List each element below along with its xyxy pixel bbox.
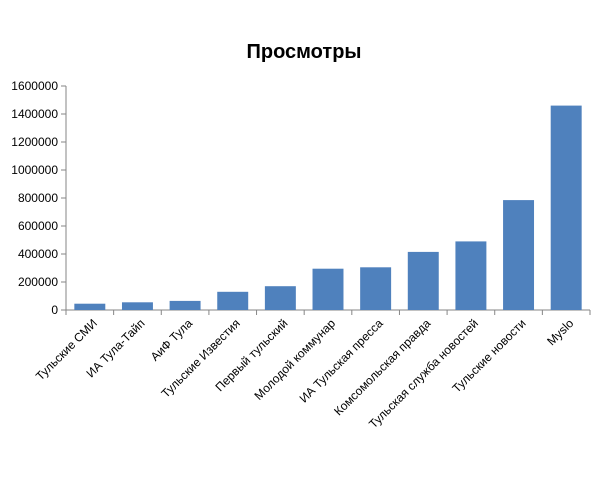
- x-category-label: ИА Тульская пресса: [297, 316, 386, 405]
- y-tick-label: 800000: [18, 191, 58, 205]
- x-category-label: Комсомольская правда: [331, 316, 433, 418]
- bar: [312, 268, 344, 310]
- bar: [503, 200, 535, 310]
- bar: [264, 286, 296, 310]
- x-category-label: Молодой коммунар: [252, 316, 339, 403]
- y-tick-label: 200000: [18, 275, 58, 289]
- bar: [121, 302, 153, 310]
- y-tick-label: 0: [51, 303, 58, 317]
- chart-bars: [74, 105, 582, 310]
- bar: [455, 241, 487, 310]
- y-tick-label: 1000000: [11, 163, 58, 177]
- x-category-label: Тульские Известия: [158, 316, 242, 400]
- bar: [74, 303, 106, 310]
- y-axis-ticks: 0 200000 400000 600000 800000 1000000 1200000 1…: [11, 79, 66, 317]
- bar: [550, 105, 582, 310]
- x-category-label: АиФ Тула: [148, 316, 196, 364]
- bar: [360, 267, 392, 310]
- chart-title: Просмотры: [246, 41, 361, 63]
- x-category-label: Myslo: [544, 316, 576, 348]
- bar: [217, 291, 249, 310]
- y-tick-label: 1200000: [11, 135, 58, 149]
- bar: [407, 251, 439, 310]
- y-tick-label: 1600000: [11, 79, 58, 93]
- y-tick-label: 1400000: [11, 107, 58, 121]
- y-tick-label: 400000: [18, 247, 58, 261]
- y-tick-label: 600000: [18, 219, 58, 233]
- bar: [169, 300, 201, 310]
